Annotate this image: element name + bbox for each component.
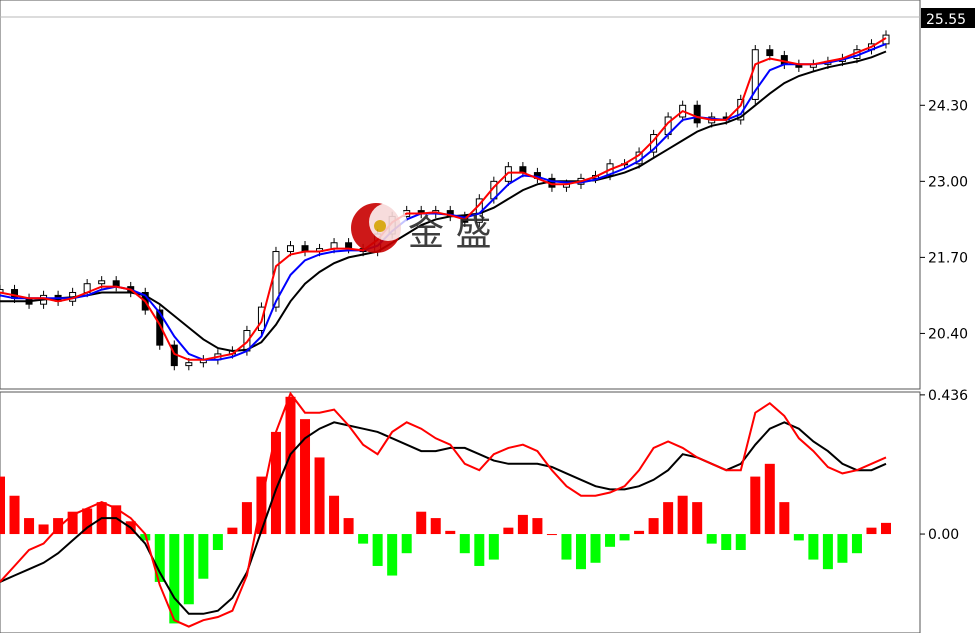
- histogram-bar-positive: [445, 530, 456, 535]
- histogram-bar-positive: [227, 527, 238, 535]
- histogram-bar-positive: [314, 457, 325, 535]
- histogram-bar-positive: [663, 502, 674, 535]
- histogram-bar-positive: [53, 518, 64, 535]
- candle-body: [286, 245, 294, 253]
- histogram-bar-positive: [764, 463, 775, 535]
- candle-body: [98, 280, 106, 285]
- watermark-text: 金 盛: [408, 213, 491, 254]
- price-plot: [0, 30, 890, 371]
- histogram-bar-negative: [401, 534, 412, 554]
- indicator-tick-label: 0.436: [928, 388, 968, 404]
- histogram-bar-negative: [721, 534, 732, 551]
- y-axis: 25.55 24.30 23.00 21.70 20.40 0.436 0.00: [920, 8, 975, 543]
- macd-signal-line: [0, 421, 887, 615]
- y-tick-label: 20.40: [928, 326, 968, 342]
- histogram-bar-positive: [241, 502, 252, 535]
- histogram-bar-negative: [154, 534, 165, 582]
- histogram-bar-negative: [619, 534, 630, 541]
- candle-body: [156, 309, 164, 346]
- histogram-bar-positive: [881, 522, 891, 535]
- histogram-bar-positive: [503, 527, 514, 535]
- histogram-bar-positive: [750, 476, 761, 535]
- histogram-bar-negative: [851, 534, 862, 554]
- histogram-bar-positive: [634, 530, 645, 535]
- histogram-bar-negative: [169, 534, 180, 624]
- histogram-bar-negative: [837, 534, 848, 563]
- histogram-bar-positive: [67, 511, 78, 535]
- histogram-bar-positive: [779, 502, 790, 535]
- candle-body: [766, 49, 774, 57]
- histogram-bar-positive: [38, 524, 49, 535]
- y-tick-label: 24.30: [928, 98, 968, 114]
- histogram-bar-positive: [24, 518, 35, 535]
- histogram-bar-positive: [285, 396, 296, 535]
- histogram-bar-positive: [0, 476, 5, 535]
- candle-body: [693, 104, 701, 124]
- indicator-tick-label: 0.00: [928, 527, 959, 543]
- histogram-bar-negative: [822, 534, 833, 570]
- current-price-label: 25.55: [926, 12, 966, 28]
- histogram-bar-negative: [561, 534, 572, 560]
- histogram-bar-positive: [648, 518, 659, 535]
- histogram-bar-positive: [517, 514, 528, 535]
- candle-body: [780, 55, 788, 65]
- histogram-bar-positive: [866, 527, 877, 535]
- moon-logo-dot: [374, 220, 386, 232]
- histogram-bar-negative: [735, 534, 746, 551]
- histogram-bar-negative: [793, 534, 804, 541]
- histogram-bar-negative: [212, 534, 223, 551]
- histogram-bar-negative: [372, 534, 383, 566]
- histogram-bar-negative: [808, 534, 819, 560]
- histogram-bar-positive: [677, 495, 688, 535]
- ma-fast-line: [0, 37, 887, 361]
- histogram-bar-negative: [575, 534, 586, 570]
- y-tick-label: 23.00: [928, 174, 968, 190]
- moon-logo-inner: [369, 203, 407, 241]
- histogram-bar-negative: [459, 534, 470, 554]
- histogram-bar-negative: [183, 534, 194, 605]
- histogram-bar-negative: [474, 534, 485, 566]
- histogram-bar-positive: [270, 431, 281, 535]
- indicator-plot: [0, 391, 891, 628]
- histogram-bar-positive: [9, 495, 20, 535]
- histogram-bar-negative: [358, 534, 369, 544]
- histogram-bar-positive: [546, 534, 557, 536]
- price-panel: [0, 0, 921, 390]
- histogram-bar-positive: [532, 518, 543, 535]
- histogram-bar-positive: [329, 495, 340, 535]
- candle-body: [185, 362, 193, 367]
- histogram-bar-positive: [692, 502, 703, 535]
- macd-line: [0, 391, 887, 628]
- histogram-bar-positive: [82, 508, 93, 535]
- histogram-bar-negative: [605, 534, 616, 547]
- histogram-bar-positive: [111, 505, 122, 535]
- histogram-bar-negative: [198, 534, 209, 579]
- current-price-tag: [921, 8, 975, 28]
- watermark: 金 盛: [351, 203, 491, 254]
- histogram-bar-positive: [300, 419, 311, 535]
- histogram-bar-positive: [430, 518, 441, 535]
- histogram-bar-negative: [706, 534, 717, 544]
- y-tick-label: 21.70: [928, 250, 968, 266]
- histogram-bar-negative: [590, 534, 601, 563]
- histogram-bar-positive: [343, 518, 354, 535]
- candle-body: [0, 289, 4, 293]
- histogram-bar-positive: [416, 511, 427, 535]
- histogram-bar-negative: [488, 534, 499, 560]
- histogram-bar-negative: [387, 534, 398, 576]
